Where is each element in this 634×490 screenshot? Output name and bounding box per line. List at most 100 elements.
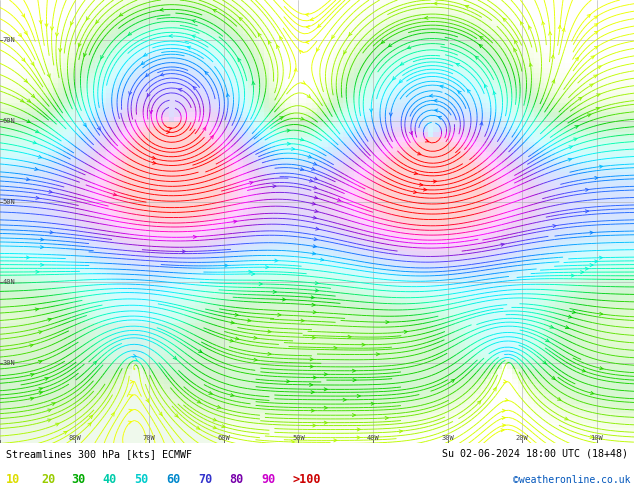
FancyArrowPatch shape bbox=[565, 417, 568, 420]
Text: 50: 50 bbox=[134, 473, 148, 486]
Text: 70N: 70N bbox=[3, 37, 15, 43]
FancyArrowPatch shape bbox=[273, 185, 276, 188]
FancyArrowPatch shape bbox=[337, 198, 340, 201]
FancyArrowPatch shape bbox=[493, 92, 496, 95]
FancyArrowPatch shape bbox=[287, 142, 290, 145]
FancyArrowPatch shape bbox=[63, 431, 67, 434]
FancyArrowPatch shape bbox=[188, 46, 191, 49]
FancyArrowPatch shape bbox=[542, 22, 545, 25]
FancyArrowPatch shape bbox=[233, 220, 236, 223]
FancyArrowPatch shape bbox=[582, 369, 586, 372]
FancyArrowPatch shape bbox=[311, 409, 314, 412]
FancyArrowPatch shape bbox=[248, 319, 251, 322]
FancyArrowPatch shape bbox=[392, 76, 396, 80]
FancyArrowPatch shape bbox=[315, 282, 318, 285]
FancyArrowPatch shape bbox=[529, 63, 532, 67]
FancyArrowPatch shape bbox=[590, 84, 593, 87]
FancyArrowPatch shape bbox=[313, 252, 316, 255]
FancyArrowPatch shape bbox=[287, 380, 290, 383]
FancyArrowPatch shape bbox=[467, 90, 470, 93]
FancyArrowPatch shape bbox=[98, 126, 100, 130]
FancyArrowPatch shape bbox=[128, 32, 131, 35]
FancyArrowPatch shape bbox=[292, 147, 295, 150]
FancyArrowPatch shape bbox=[575, 57, 578, 61]
FancyArrowPatch shape bbox=[301, 168, 304, 171]
FancyArrowPatch shape bbox=[501, 429, 504, 432]
Text: 90: 90 bbox=[261, 473, 275, 486]
FancyArrowPatch shape bbox=[389, 44, 392, 47]
FancyArrowPatch shape bbox=[35, 168, 38, 171]
FancyArrowPatch shape bbox=[306, 25, 309, 28]
Text: 40: 40 bbox=[103, 473, 117, 486]
FancyArrowPatch shape bbox=[179, 88, 182, 91]
FancyArrowPatch shape bbox=[30, 397, 34, 400]
FancyArrowPatch shape bbox=[299, 50, 302, 53]
FancyArrowPatch shape bbox=[133, 354, 136, 357]
Text: 50W: 50W bbox=[292, 435, 305, 441]
FancyArrowPatch shape bbox=[314, 210, 318, 213]
Text: ©weatheronline.co.uk: ©weatheronline.co.uk bbox=[514, 475, 631, 485]
FancyArrowPatch shape bbox=[89, 416, 93, 418]
FancyArrowPatch shape bbox=[287, 129, 290, 132]
Text: 60: 60 bbox=[166, 473, 180, 486]
FancyArrowPatch shape bbox=[205, 72, 208, 75]
FancyArrowPatch shape bbox=[357, 428, 360, 431]
FancyArrowPatch shape bbox=[150, 110, 153, 114]
FancyArrowPatch shape bbox=[280, 117, 283, 120]
FancyArrowPatch shape bbox=[594, 24, 598, 26]
FancyArrowPatch shape bbox=[573, 311, 576, 314]
FancyArrowPatch shape bbox=[318, 24, 321, 27]
FancyArrowPatch shape bbox=[404, 330, 407, 333]
FancyArrowPatch shape bbox=[502, 424, 505, 427]
FancyArrowPatch shape bbox=[230, 339, 233, 342]
FancyArrowPatch shape bbox=[313, 162, 316, 165]
FancyArrowPatch shape bbox=[301, 138, 304, 141]
FancyArrowPatch shape bbox=[258, 33, 261, 37]
FancyArrowPatch shape bbox=[588, 114, 591, 117]
FancyArrowPatch shape bbox=[315, 289, 318, 292]
FancyArrowPatch shape bbox=[309, 383, 313, 387]
FancyArrowPatch shape bbox=[401, 62, 404, 65]
FancyArrowPatch shape bbox=[49, 190, 52, 193]
FancyArrowPatch shape bbox=[20, 99, 23, 102]
FancyArrowPatch shape bbox=[484, 84, 488, 88]
Text: 30: 30 bbox=[71, 473, 85, 486]
FancyArrowPatch shape bbox=[302, 81, 305, 84]
FancyArrowPatch shape bbox=[600, 367, 603, 369]
FancyArrowPatch shape bbox=[598, 66, 601, 69]
FancyArrowPatch shape bbox=[476, 56, 479, 59]
FancyArrowPatch shape bbox=[275, 259, 278, 262]
Text: 70: 70 bbox=[198, 473, 212, 486]
FancyArrowPatch shape bbox=[435, 109, 438, 112]
FancyArrowPatch shape bbox=[311, 296, 314, 299]
FancyArrowPatch shape bbox=[502, 409, 505, 412]
FancyArrowPatch shape bbox=[324, 373, 327, 376]
FancyArrowPatch shape bbox=[101, 55, 103, 59]
FancyArrowPatch shape bbox=[24, 31, 27, 34]
FancyArrowPatch shape bbox=[153, 161, 156, 164]
FancyArrowPatch shape bbox=[48, 409, 51, 412]
FancyArrowPatch shape bbox=[324, 388, 327, 391]
FancyArrowPatch shape bbox=[408, 46, 411, 49]
FancyArrowPatch shape bbox=[382, 40, 385, 43]
FancyArrowPatch shape bbox=[249, 270, 252, 273]
FancyArrowPatch shape bbox=[167, 130, 170, 134]
FancyArrowPatch shape bbox=[575, 125, 578, 128]
FancyArrowPatch shape bbox=[348, 335, 351, 338]
FancyArrowPatch shape bbox=[36, 130, 39, 133]
FancyArrowPatch shape bbox=[268, 330, 271, 333]
FancyArrowPatch shape bbox=[594, 46, 598, 49]
FancyArrowPatch shape bbox=[316, 227, 319, 230]
FancyArrowPatch shape bbox=[144, 53, 147, 56]
FancyArrowPatch shape bbox=[147, 94, 150, 97]
FancyArrowPatch shape bbox=[39, 331, 42, 334]
FancyArrowPatch shape bbox=[552, 55, 554, 58]
FancyArrowPatch shape bbox=[45, 378, 48, 380]
FancyArrowPatch shape bbox=[480, 36, 483, 40]
FancyArrowPatch shape bbox=[235, 313, 238, 317]
FancyArrowPatch shape bbox=[39, 388, 42, 391]
FancyArrowPatch shape bbox=[313, 376, 316, 379]
FancyArrowPatch shape bbox=[451, 379, 455, 383]
FancyArrowPatch shape bbox=[515, 41, 517, 44]
FancyArrowPatch shape bbox=[18, 33, 22, 37]
